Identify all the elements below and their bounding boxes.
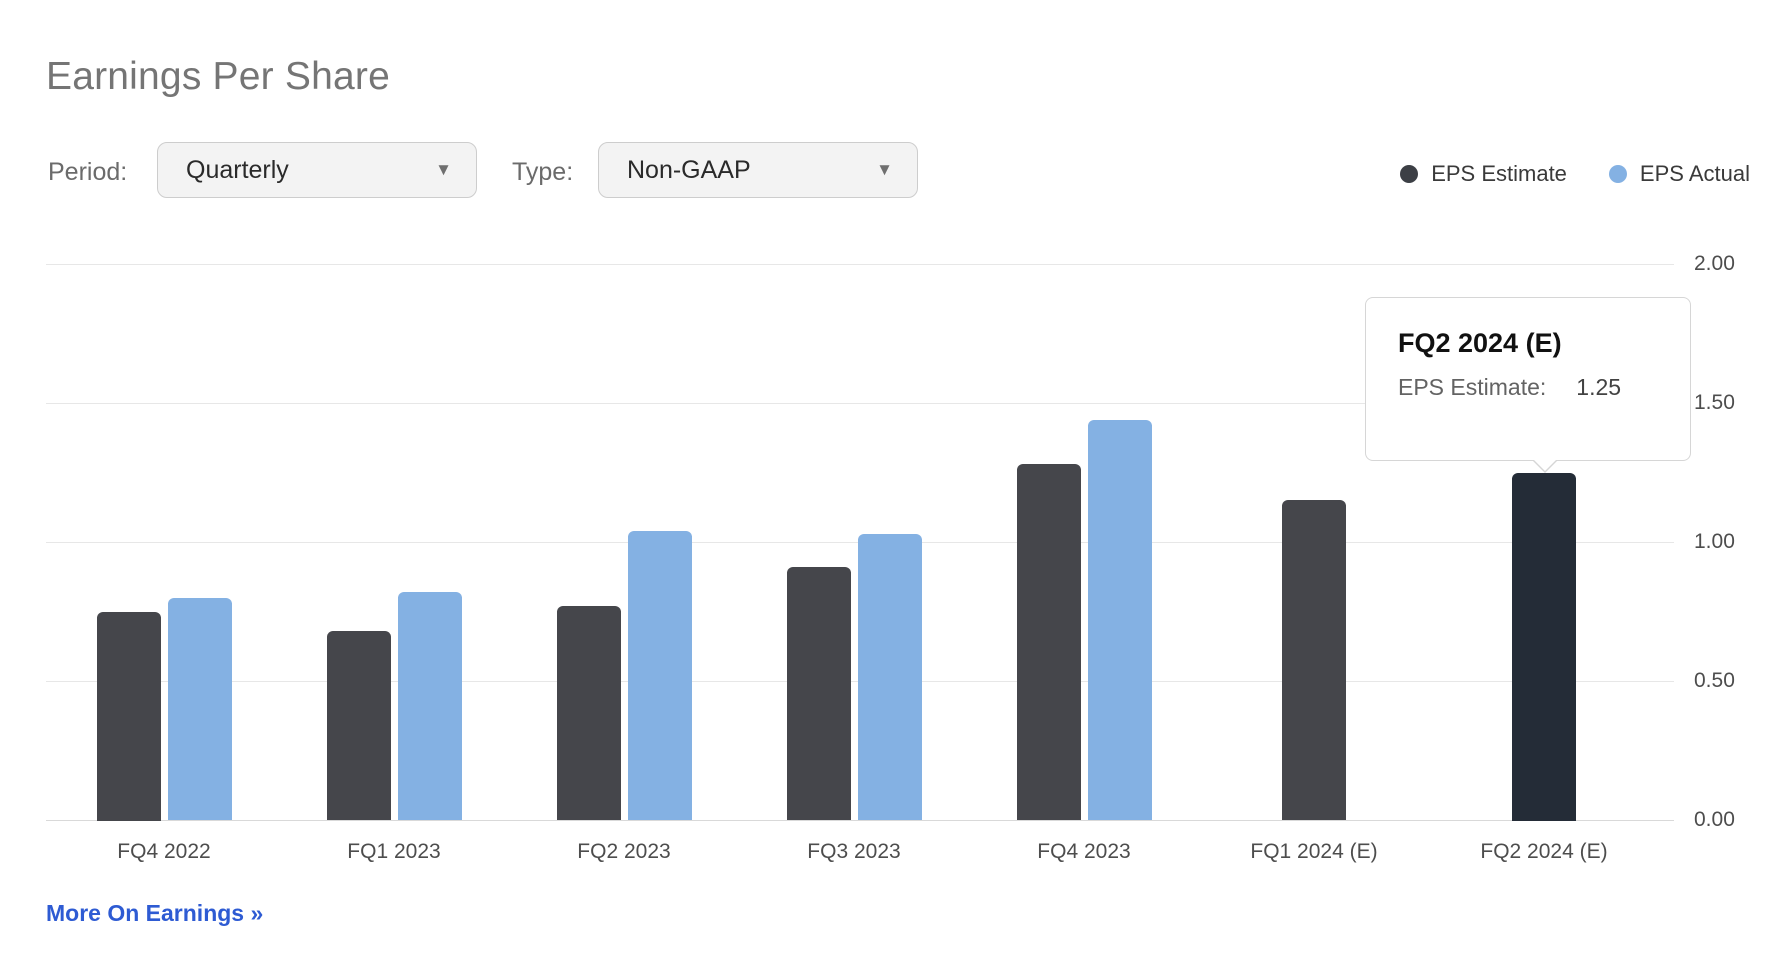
y-axis-tick-label: 1.00 <box>1694 530 1735 553</box>
y-axis-tick-label: 0.00 <box>1694 808 1735 831</box>
page-title: Earnings Per Share <box>46 55 390 98</box>
tooltip-series-label: EPS Estimate: <box>1398 374 1547 400</box>
period-dropdown-value: Quarterly <box>186 155 289 184</box>
bar-eps-estimate-fq3-2023[interactable] <box>786 567 851 820</box>
tooltip-title: FQ2 2024 (E) <box>1398 328 1562 358</box>
x-axis-label: FQ1 2024 (E) <box>1250 840 1378 863</box>
x-axis-label: FQ2 2023 <box>577 840 671 863</box>
bar-eps-estimate-fq4-2023[interactable] <box>1016 464 1081 820</box>
bar-eps-estimate-fq2-2024-e[interactable] <box>1512 473 1576 821</box>
legend-dot-icon <box>1608 165 1627 183</box>
period-dropdown[interactable]: Quarterly ▼ <box>157 142 477 198</box>
legend-label: EPS Estimate <box>1431 161 1567 186</box>
type-label: Type: <box>512 158 574 186</box>
y-axis-tick-label: 1.50 <box>1694 391 1735 414</box>
bar-eps-actual-fq4-2023[interactable] <box>1087 420 1152 820</box>
bar-eps-estimate-fq2-2023[interactable] <box>556 606 621 820</box>
legend-dot-icon <box>1400 165 1419 183</box>
type-dropdown[interactable]: Non-GAAP ▼ <box>598 142 918 198</box>
tooltip-caret <box>1532 459 1558 473</box>
bar-eps-actual-fq4-2022[interactable] <box>167 598 232 820</box>
chart-tooltip: FQ2 2024 (E) EPS Estimate: 1.25 <box>1365 297 1691 473</box>
bar-eps-actual-fq2-2023[interactable] <box>627 531 692 820</box>
x-axis-label: FQ3 2023 <box>807 840 901 863</box>
x-axis-label: FQ1 2023 <box>347 840 441 863</box>
bar-eps-estimate-fq4-2022[interactable] <box>96 612 161 821</box>
y-axis-tick-label: 2.00 <box>1694 252 1735 275</box>
x-axis-label: FQ4 2022 <box>117 840 211 863</box>
chevron-down-icon: ▼ <box>435 160 452 179</box>
gridline <box>46 403 1674 404</box>
bar-eps-actual-fq1-2023[interactable] <box>397 592 462 820</box>
x-axis-label: FQ2 2024 (E) <box>1480 840 1608 863</box>
type-dropdown-value: Non-GAAP <box>627 155 751 184</box>
bar-eps-actual-fq3-2023[interactable] <box>857 534 922 820</box>
legend-label: EPS Actual <box>1639 161 1750 186</box>
legend-item-eps-actual[interactable]: EPS Actual <box>1608 161 1750 187</box>
tooltip-series-value: 1.25 <box>1576 374 1622 400</box>
bar-eps-estimate-fq1-2024-e[interactable] <box>1282 500 1346 820</box>
x-axis-label: FQ4 2023 <box>1037 840 1131 863</box>
more-on-earnings-link[interactable]: More On Earnings » <box>46 900 264 926</box>
x-axis-line <box>46 820 1674 821</box>
legend-item-eps-estimate[interactable]: EPS Estimate <box>1400 161 1567 187</box>
gridline <box>46 264 1674 265</box>
y-axis-tick-label: 0.50 <box>1694 669 1735 692</box>
chevron-down-icon: ▼ <box>876 160 893 179</box>
bar-eps-estimate-fq1-2023[interactable] <box>326 631 391 820</box>
chart-legend: EPS Estimate EPS Actual <box>1400 160 1750 188</box>
period-label: Period: <box>48 158 128 186</box>
